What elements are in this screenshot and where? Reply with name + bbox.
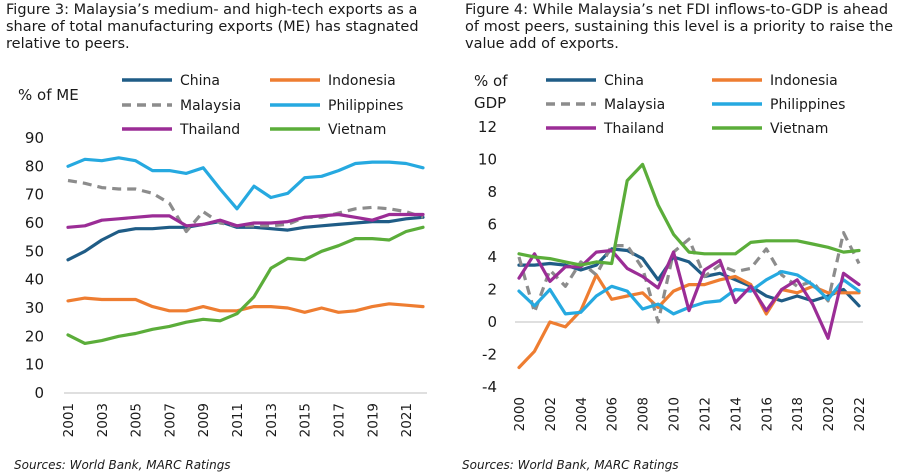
y-tick-label: 8 bbox=[487, 183, 497, 201]
series-line-thailand bbox=[517, 248, 861, 340]
series-line-vietnam bbox=[517, 162, 861, 267]
x-tick-label: 2014 bbox=[728, 397, 744, 431]
x-tick-label: 2004 bbox=[574, 397, 590, 431]
legend-label-thailand: Thailand bbox=[179, 122, 240, 138]
y-tick-label: 50 bbox=[25, 242, 44, 260]
x-tick-label: 2021 bbox=[399, 403, 415, 437]
figure-3-chart: % of ME 0 10 20 30 40 50 60 70 80 90 2001 2003 2005 20… bbox=[18, 73, 427, 437]
x-tick-label: 2013 bbox=[264, 403, 280, 437]
x-tick-label: 2016 bbox=[759, 397, 775, 431]
x-tick-label: 2017 bbox=[331, 403, 347, 437]
y-tick-label: 80 bbox=[25, 157, 44, 175]
y-tick-label: 0 bbox=[487, 313, 497, 331]
y-tick-label: 40 bbox=[25, 271, 44, 289]
series-line-malaysia bbox=[517, 231, 861, 324]
y-tick-label: -4 bbox=[482, 378, 497, 396]
x-tick-label: 2007 bbox=[162, 403, 178, 437]
x-tick-label: 2000 bbox=[512, 397, 528, 431]
figure-3-caption: Figure 3: Malaysia’s medium- and high-te… bbox=[6, 2, 419, 52]
y-tick-label: 10 bbox=[478, 151, 497, 169]
y-tick-label: 10 bbox=[25, 356, 44, 374]
figure-3-source: Sources: World Bank, MARC Ratings bbox=[14, 458, 231, 472]
x-tick-label: 2005 bbox=[129, 403, 145, 437]
legend-label-china: China bbox=[604, 73, 644, 89]
y-axis-label: GDP bbox=[474, 94, 506, 112]
x-tick-label: 2001 bbox=[61, 403, 77, 437]
series-line-vietnam bbox=[66, 225, 425, 345]
y-tick-label: 12 bbox=[478, 118, 497, 136]
legend-label-vietnam: Vietnam bbox=[328, 122, 386, 138]
x-tick-label: 2006 bbox=[605, 397, 621, 431]
legend-label-thailand: Thailand bbox=[603, 121, 664, 137]
x-tick-label: 2020 bbox=[821, 397, 837, 431]
x-tick-label: 2008 bbox=[636, 397, 652, 431]
y-tick-label: -2 bbox=[482, 346, 497, 364]
x-tick-label: 2009 bbox=[196, 403, 212, 437]
figure-4-caption: Figure 4: While Malaysia’s net FDI inflo… bbox=[465, 2, 894, 52]
series-line-thailand bbox=[66, 212, 425, 229]
y-axis-label: % of ME bbox=[18, 86, 79, 104]
figure-4-source: Sources: World Bank, MARC Ratings bbox=[462, 458, 679, 472]
y-axis-label: % of bbox=[474, 72, 508, 90]
series-line-indonesia bbox=[517, 273, 861, 370]
y-tick-label: 4 bbox=[487, 248, 497, 266]
legend-label-indonesia: Indonesia bbox=[328, 73, 396, 89]
y-tick-label: 90 bbox=[25, 129, 44, 147]
legend-label-indonesia: Indonesia bbox=[770, 73, 838, 89]
legend-label-malaysia: Malaysia bbox=[180, 98, 241, 114]
legend-label-philippines: Philippines bbox=[770, 97, 845, 113]
x-tick-label: 2015 bbox=[298, 403, 314, 437]
x-tick-label: 2022 bbox=[852, 397, 868, 431]
figure-4-chart: % of GDP -4 -2 0 2 4 6 8 10 12 2000 2002 2004 2006 2008… bbox=[474, 72, 868, 431]
x-tick-label: 2002 bbox=[543, 397, 559, 431]
y-tick-label: 2 bbox=[487, 281, 497, 299]
x-tick-label: 2003 bbox=[95, 403, 111, 437]
x-tick-label: 2012 bbox=[697, 397, 713, 431]
x-tick-label: 2011 bbox=[230, 403, 246, 437]
x-tick-label: 2010 bbox=[667, 397, 683, 431]
legend-label-china: China bbox=[180, 73, 220, 89]
x-tick-label: 2019 bbox=[365, 403, 381, 437]
y-tick-label: 20 bbox=[25, 327, 44, 345]
legend-label-malaysia: Malaysia bbox=[604, 97, 665, 113]
y-tick-label: 70 bbox=[25, 186, 44, 204]
y-tick-label: 30 bbox=[25, 299, 44, 317]
x-tick-label: 2018 bbox=[790, 397, 806, 431]
y-tick-label: 0 bbox=[34, 384, 44, 402]
y-tick-label: 6 bbox=[487, 216, 497, 234]
series-line-philippines bbox=[66, 156, 425, 211]
series-line-indonesia bbox=[66, 296, 425, 314]
y-tick-label: 60 bbox=[25, 214, 44, 232]
legend-label-philippines: Philippines bbox=[328, 98, 403, 114]
legend-label-vietnam: Vietnam bbox=[770, 121, 828, 137]
